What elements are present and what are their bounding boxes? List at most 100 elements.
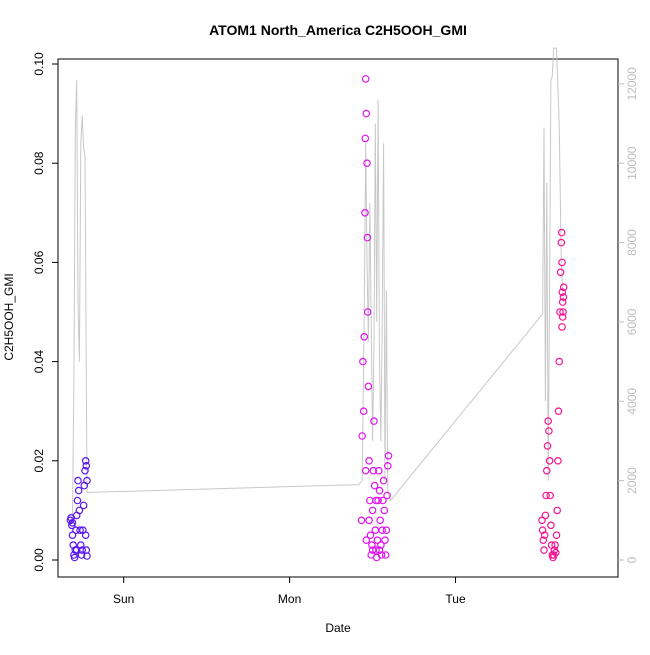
data-point [374,496,382,505]
data-point [375,486,384,495]
data-point [360,332,369,341]
y-tick-label: 0.06 [32,250,46,274]
data-point [384,451,393,460]
data-point [365,496,374,505]
data-point [549,551,558,559]
data-point [375,546,384,554]
y-axis-label: C2H5OOH_GMI [2,273,16,360]
data-point [558,258,566,267]
data-point [554,407,563,416]
y2-tick-label: 12000 [625,67,639,101]
y2-tick-label: 6000 [625,308,639,335]
data-point [372,546,380,554]
data-point [558,323,566,331]
x-axis-label: Date [325,621,351,635]
series-3 [538,228,568,562]
data-point [383,461,392,470]
data-point [542,491,550,500]
y2-tick-label: 2000 [625,467,639,494]
data-point [545,456,554,465]
data-point [370,481,379,490]
data-point [559,308,567,316]
chart-title: ATOM1 North_America C2H5OOH_GMI [209,22,467,38]
x-tick-label: Mon [278,592,301,606]
data-point [553,506,562,515]
data-point [377,551,386,559]
data-point [357,516,366,525]
data-point [376,516,385,525]
data-point [540,546,548,554]
data-point [74,486,83,495]
data-point [363,308,372,316]
data-point [79,501,88,510]
data-point [78,546,87,554]
data-point [76,526,84,535]
data-point [557,228,566,237]
data-point [368,506,377,515]
data-point [557,238,566,247]
data-point [380,506,389,515]
data-point [540,531,549,540]
series-2 [357,75,393,562]
y-tick-label: 0.02 [32,449,46,473]
data-point [362,109,371,118]
y-tick-label: 0.10 [32,52,46,76]
y-tick-label: 0.08 [32,151,46,175]
axes-layer: 0.00 0.02 0.04 0.06 0.08 0.10 0 2000 4000 6000 800… [32,52,639,606]
data-point [361,466,370,475]
data-point [368,541,376,549]
data-point [81,531,90,540]
data-point [539,536,548,545]
data-point [75,506,84,515]
data-point [374,466,383,475]
data-point [68,531,77,540]
data-point [77,541,85,549]
data-point [559,293,568,301]
data-point [364,382,373,391]
data-point [546,491,555,500]
data-point [552,531,561,540]
data-point [366,531,375,540]
data-point [359,357,367,366]
data-point [81,466,89,475]
data-point [361,134,370,143]
data-point [541,511,550,520]
data-point [542,466,551,475]
y2-tick-label: 10000 [625,146,639,180]
data-point [381,551,390,559]
data-point [378,526,387,535]
data-point [545,427,553,435]
data-point [372,496,380,505]
data-point [370,417,378,425]
data-point [377,541,385,549]
data-point [77,551,86,559]
x-tick-label: Tue [445,592,466,606]
data-point [74,476,82,485]
data-point [70,553,79,562]
x-tick-label: Sun [113,592,134,606]
data-point [358,432,367,440]
data-point [81,456,90,465]
data-point [83,476,91,485]
data-points-layer [66,75,568,562]
data-point [73,496,82,505]
data-point [68,518,77,527]
data-point [538,516,546,525]
data-point [382,526,391,535]
data-point [72,546,81,554]
data-point [558,313,567,321]
data-point [363,159,371,168]
data-point [547,521,555,530]
data-point [83,552,91,560]
data-point [551,541,559,549]
data-point [369,466,378,475]
data-point [381,536,389,545]
data-point [558,298,567,306]
y2-tick-label: 0 [625,556,639,563]
data-point [82,461,91,470]
data-point [371,526,380,535]
y2-tick-label: 4000 [625,388,639,415]
data-point [559,283,568,292]
series-1 [66,456,91,562]
